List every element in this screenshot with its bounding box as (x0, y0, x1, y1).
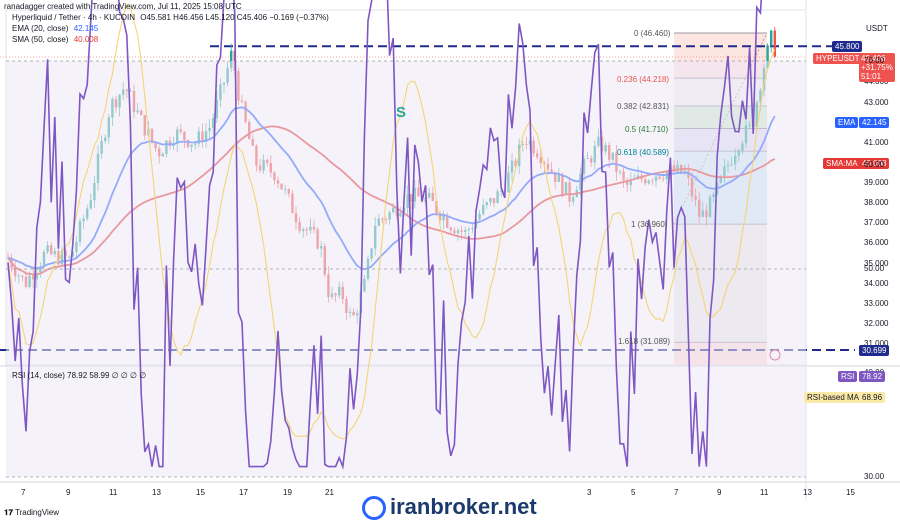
candle-body (770, 30, 773, 46)
ema-label: EMA (20, close) (12, 24, 69, 33)
symbol-name-tag: HYPEUSDT (813, 53, 863, 64)
watermark-text: iranbroker.net (390, 494, 537, 519)
price-tick: 37.000 (864, 218, 889, 228)
tv-icon: 𝟏𝟕 (4, 508, 13, 517)
candle-body (773, 30, 776, 57)
legend-symbol-row: Hyperliquid / Tether · 4h · KUCOIN O45.5… (12, 13, 329, 22)
rsi-ma-value-tag: 68.96 (859, 392, 886, 403)
rsi-tick: 30.00 (864, 472, 885, 481)
rsi-tick: 60.00 (864, 160, 885, 169)
annotation-s: S (396, 104, 407, 121)
rsi-name-tag: RSI (838, 371, 858, 382)
time-tick: 3 (587, 488, 592, 497)
price-tick: 32.000 (864, 318, 889, 328)
candle-body (230, 50, 233, 68)
footer-brand: TradingView (14, 508, 60, 517)
legend-sma-row[interactable]: SMA (50, close) 40.008 (12, 35, 98, 44)
price-tick: 34.000 (864, 278, 889, 288)
fib-level-1: 1 (36.960) (631, 220, 668, 229)
price-tick: 31.000 (864, 339, 889, 349)
price-tick: 43.000 (864, 97, 889, 107)
currency-label: USDT (866, 24, 888, 33)
rsi-value-tag: 78.92 (859, 371, 886, 382)
fib-level-05: 0.5 (41.710) (625, 125, 669, 134)
candle-body (766, 45, 769, 68)
bar-countdown: 51:01 (861, 72, 882, 81)
time-tick: 5 (631, 488, 636, 497)
fib-level-1618: 1.618 (31.089) (618, 337, 671, 346)
rsi-line (7, 0, 763, 470)
time-tick: 19 (283, 488, 292, 497)
time-tick: 9 (717, 488, 722, 497)
fib-level-0382: 0.382 (42.831) (617, 102, 670, 111)
price-tick: 38.000 (864, 198, 889, 208)
time-tick: 13 (152, 488, 161, 497)
time-tick: 13 (803, 488, 812, 497)
watermark: iranbroker.net (362, 494, 537, 521)
time-tick: 15 (846, 488, 855, 497)
symbol-price-tag: 45.406 +31.75% 51:01 (859, 53, 895, 82)
rsi-ma-line (7, 3, 776, 440)
ema-value-tag: 42.145 (859, 117, 890, 128)
legend-ema-row[interactable]: EMA (20, close) 42.145 (12, 24, 98, 33)
sma-label: SMA (50, close) (12, 35, 69, 44)
time-tick: 7 (674, 488, 679, 497)
time-tick: 11 (109, 488, 118, 497)
price-tick: 33.000 (864, 298, 889, 308)
sma-value-tag: 40.008 (859, 158, 890, 169)
time-tick: 11 (760, 488, 769, 497)
ema-name-tag: EMA (835, 117, 859, 128)
price-tick: 35.000 (864, 258, 889, 268)
time-tick: 7 (21, 488, 26, 497)
symbol-price: 45.406 (861, 54, 886, 63)
tradingview-logo[interactable]: 𝟏𝟕 TradingView (4, 508, 59, 518)
price-tick: 36.000 (864, 238, 889, 248)
price-tick: 39.000 (864, 178, 889, 188)
time-tick: 17 (239, 488, 248, 497)
symbol-title[interactable]: Hyperliquid / Tether · 4h · KUCOIN (12, 13, 136, 22)
support-price-tag: 30.699 (859, 345, 890, 356)
price-tick: 41.000 (864, 137, 889, 147)
ohlc-values: O45.581 H46.456 L45.120 C45.406 −0.169 (… (140, 13, 329, 22)
time-tick: 15 (196, 488, 205, 497)
fib-level-0: 0 (46.460) (634, 29, 671, 38)
sma-value: 40.008 (73, 35, 99, 44)
rsi-ma-name-tag: RSI-based MA (804, 392, 863, 403)
sma-name-tag: SMA:MA (823, 158, 861, 169)
fib-level-0236: 0.236 (44.218) (617, 75, 670, 84)
resistance-price-tag: 45.800 (832, 41, 863, 52)
symbol-change: +31.75% (861, 63, 893, 72)
time-tick: 21 (325, 488, 334, 497)
time-tick: 9 (66, 488, 71, 497)
chart-byline: ranadagger created with TradingView.com,… (4, 2, 242, 11)
ema-value: 42.145 (73, 24, 99, 33)
rsi-tick: 70.00 (864, 56, 885, 65)
fib-level-0618: 0.618 (40.589) (617, 148, 670, 157)
watermark-icon (362, 496, 386, 521)
rsi-tick: 50.00 (864, 264, 885, 273)
rsi-legend[interactable]: RSI (14, close) 78.92 58.99 ∅ ∅ ∅ ∅ (12, 371, 147, 380)
